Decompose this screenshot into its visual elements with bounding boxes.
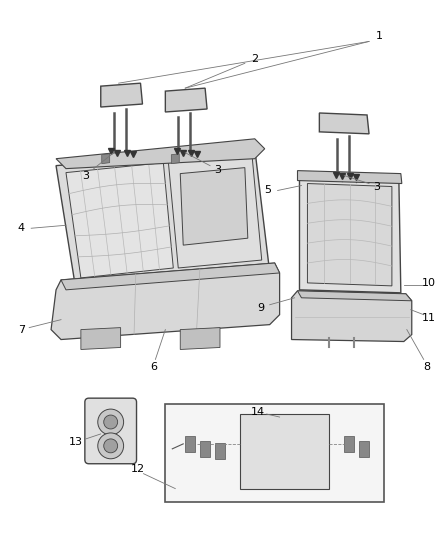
Polygon shape <box>81 328 120 350</box>
Text: 13: 13 <box>69 437 83 447</box>
Polygon shape <box>297 171 402 183</box>
Polygon shape <box>171 154 179 164</box>
Polygon shape <box>165 404 384 502</box>
Text: 8: 8 <box>423 362 430 373</box>
Polygon shape <box>292 291 412 342</box>
FancyBboxPatch shape <box>85 398 137 464</box>
Text: 9: 9 <box>257 303 264 313</box>
Polygon shape <box>307 183 392 286</box>
Text: 1: 1 <box>375 31 382 42</box>
Polygon shape <box>66 163 173 278</box>
Circle shape <box>104 415 118 429</box>
Text: 11: 11 <box>422 313 436 322</box>
Polygon shape <box>56 149 270 290</box>
Text: 3: 3 <box>215 165 222 175</box>
Polygon shape <box>344 436 354 452</box>
Polygon shape <box>180 168 248 245</box>
Polygon shape <box>200 441 210 457</box>
Polygon shape <box>61 263 279 290</box>
Polygon shape <box>359 441 369 457</box>
Polygon shape <box>240 414 329 489</box>
Text: 3: 3 <box>82 171 89 181</box>
Text: 12: 12 <box>131 464 145 474</box>
Polygon shape <box>165 88 207 112</box>
Text: 7: 7 <box>18 325 25 335</box>
Text: 10: 10 <box>422 278 436 288</box>
Circle shape <box>104 439 118 453</box>
Circle shape <box>98 409 124 435</box>
Polygon shape <box>101 83 142 107</box>
Polygon shape <box>300 175 401 293</box>
Polygon shape <box>185 436 195 452</box>
Text: 14: 14 <box>251 407 265 417</box>
Polygon shape <box>180 328 220 350</box>
Polygon shape <box>168 153 262 268</box>
Polygon shape <box>215 443 225 459</box>
Text: 3: 3 <box>374 182 381 191</box>
Text: 4: 4 <box>18 223 25 233</box>
Polygon shape <box>319 113 369 134</box>
Circle shape <box>98 433 124 459</box>
Text: 2: 2 <box>251 54 258 64</box>
Polygon shape <box>56 139 265 168</box>
Text: 5: 5 <box>264 185 271 196</box>
Polygon shape <box>297 291 412 301</box>
Text: 6: 6 <box>150 362 157 373</box>
Polygon shape <box>51 263 279 340</box>
Polygon shape <box>102 154 110 164</box>
